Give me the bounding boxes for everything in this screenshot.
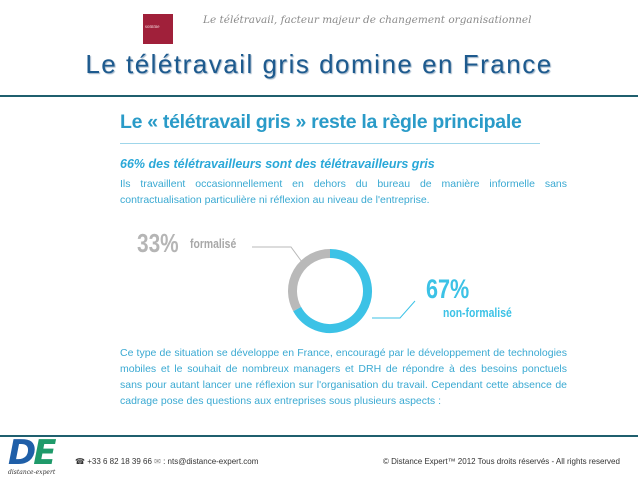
- leader-line-non-formalise: [372, 300, 416, 319]
- heading-underline: [120, 143, 540, 144]
- lead-text: 66% des télétravailleurs sont des télétr…: [120, 157, 435, 171]
- slide-subtitle: Le télétravail, facteur majeur de change…: [203, 14, 532, 26]
- publisher-logo: somme: [143, 14, 173, 44]
- bottom-divider: [0, 435, 638, 437]
- paragraph-2: Ce type de situation se développe en Fra…: [120, 347, 567, 407]
- phone-number: +33 6 82 18 39 66: [87, 457, 152, 466]
- top-divider: [0, 95, 638, 97]
- mail-icon: ✉: [154, 457, 161, 466]
- category-label-formalise: formalisé: [190, 236, 237, 251]
- donut-slice-non-formalise: [293, 249, 372, 333]
- leader-line-formalise: [252, 246, 303, 263]
- category-label-non-formalise: non-formalisé: [443, 305, 512, 320]
- paragraph-1: Ils travaillent occasionnellement en deh…: [120, 178, 567, 206]
- email-address[interactable]: : nts@distance-expert.com: [163, 457, 259, 466]
- donut-slice-formalise: [288, 249, 331, 312]
- section-heading: Le « télétravail gris » reste la règle p…: [120, 111, 522, 133]
- contact-info: ☎ +33 6 82 18 39 66 ✉ : nts@distance-exp…: [75, 457, 258, 467]
- publisher-logo-text: somme: [145, 25, 160, 30]
- copyright: © Distance Expert™ 2012 Tous droits rése…: [383, 457, 620, 466]
- value-label-non-formalise: 67%: [426, 274, 470, 304]
- phone-icon: ☎: [75, 457, 85, 466]
- footer-logo: DE: [8, 433, 57, 473]
- value-label-formalise: 33%: [137, 228, 179, 258]
- footer-logo-subtext: distance-expert: [8, 469, 56, 476]
- slide-title: Le télétravail gris domine en France: [85, 49, 553, 79]
